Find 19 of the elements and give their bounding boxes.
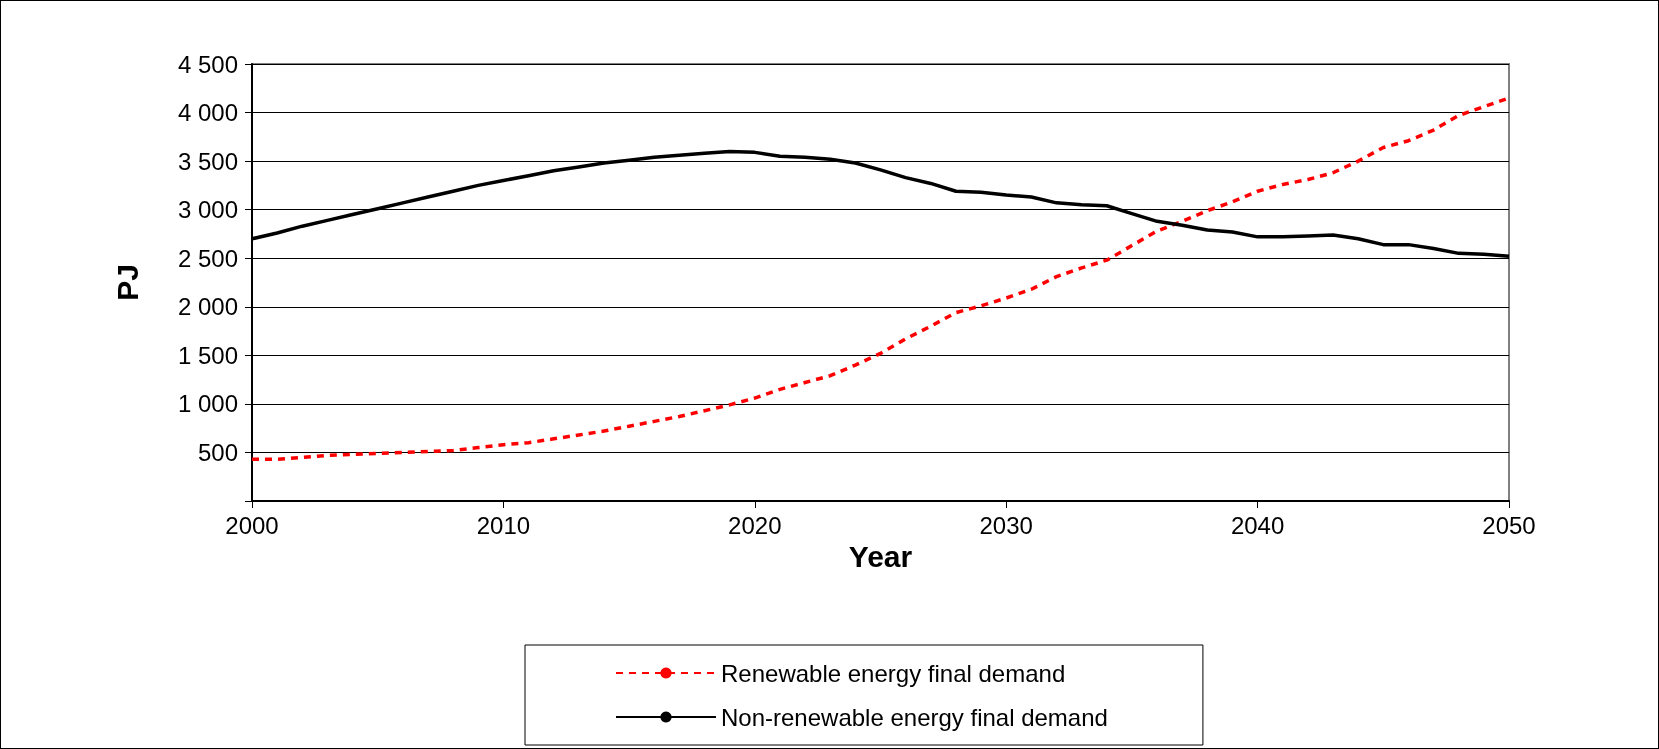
y-tick-label: 2 000 (177, 293, 238, 321)
x-tick-label: 2000 (225, 511, 279, 539)
y-tick-label: 1 500 (177, 341, 238, 369)
y-tick-label: 3 500 (177, 147, 238, 175)
y-tick-label: 4 000 (177, 99, 238, 127)
y-tick-label: 500 (197, 438, 238, 466)
legend-label: Renewable energy final demand (721, 659, 1066, 687)
x-tick-label: 2010 (476, 511, 531, 539)
x-tick-label: 2040 (1230, 511, 1285, 539)
x-tick-label: 2020 (728, 511, 782, 539)
y-tick-label: 2 500 (177, 244, 238, 272)
y-tick-label: 1 000 (177, 390, 238, 418)
y-tick-label: 4 500 (177, 50, 238, 78)
x-tick-label: 2030 (979, 511, 1033, 539)
y-axis-title: PJ (110, 264, 144, 301)
legend-label: Non-renewable energy final demand (721, 703, 1108, 731)
x-tick-label: 2050 (1482, 511, 1536, 539)
y-tick-label: 3 000 (177, 196, 238, 224)
x-axis-title: Year (848, 540, 913, 574)
